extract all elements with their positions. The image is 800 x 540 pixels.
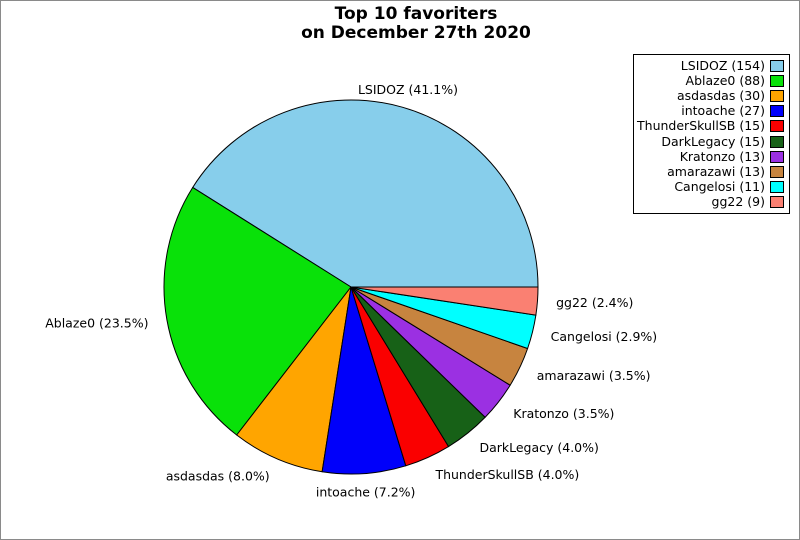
legend-item-Kratonzo: Kratonzo (13) (639, 148, 784, 164)
pie-slice-asdasdas (236, 286, 352, 473)
legend-label-LSIDOZ: LSIDOZ (154) (680, 58, 765, 73)
legend-label-DarkLegacy: DarkLegacy (15) (661, 133, 765, 149)
legend-item-ThunderSkullSB: ThunderSkullSB (15) (637, 118, 784, 134)
legend-swatch-intoache (770, 105, 784, 118)
legend-item-Ablaze0: Ablaze0 (88) (639, 74, 784, 88)
legend-swatch-gg22 (770, 195, 784, 208)
slice-label-amarazawi: amarazawi (3.5%) (537, 368, 651, 383)
legend-label-amarazawi: amarazawi (13) (667, 163, 765, 179)
legend-item-Cangelosi: Cangelosi (11) (639, 178, 784, 194)
chart-title-line1: Top 10 favoriters (334, 4, 498, 24)
legend-item-DarkLegacy: DarkLegacy (15) (639, 133, 784, 149)
chart-title-line2: on December 27th 2020 (301, 23, 531, 43)
legend-swatch-DarkLegacy (770, 135, 784, 148)
legend-label-Cangelosi: Cangelosi (11) (674, 178, 765, 194)
slice-label-Ablaze0: Ablaze0 (23.5%) (45, 316, 148, 331)
slice-label-gg22: gg22 (2.4%) (556, 295, 633, 310)
legend-label-Ablaze0: Ablaze0 (88) (685, 73, 765, 89)
legend-label-asdasdas: asdasdas (30) (676, 88, 765, 104)
legend-item-asdasdas: asdasdas (30) (639, 89, 784, 103)
legend-item-gg22: gg22 (9) (639, 193, 784, 209)
legend: LSIDOZ (154) Ablaze0 (88) asdasdas (30) int… (633, 54, 790, 214)
legend-label-ThunderSkullSB: ThunderSkullSB (15) (637, 118, 765, 134)
legend-label-gg22: gg22 (9) (711, 193, 765, 209)
slice-label-Cangelosi: Cangelosi (2.9%) (551, 329, 658, 344)
slice-label-intoache: intoache (7.2%) (316, 485, 416, 500)
chart-title: Top 10 favoriters on December 27th 2020 (31, 4, 799, 43)
slice-label-asdasdas: asdasdas (8.0%) (166, 468, 270, 483)
legend-item-amarazawi: amarazawi (13) (639, 163, 784, 179)
pie-slice-gg22 (350, 286, 539, 316)
legend-swatch-LSIDOZ (770, 60, 784, 72)
legend-item-LSIDOZ: LSIDOZ (154) (639, 59, 784, 73)
legend-item-intoache: intoache (27) (639, 104, 784, 118)
pie-slice-Ablaze0 (163, 186, 352, 436)
legend-label-intoache: intoache (27) (681, 103, 765, 119)
legend-swatch-amarazawi (770, 165, 784, 178)
slice-label-ThunderSkullSB: ThunderSkullSB (4.0%) (434, 467, 579, 482)
legend-swatch-Cangelosi (770, 180, 784, 193)
slice-label-LSIDOZ: LSIDOZ (41.1%) (358, 82, 458, 97)
legend-swatch-Kratonzo (770, 150, 784, 163)
legend-swatch-asdasdas (770, 90, 784, 103)
slice-label-Kratonzo: Kratonzo (3.5%) (513, 406, 614, 421)
pie-slice-LSIDOZ (192, 99, 539, 288)
legend-label-Kratonzo: Kratonzo (13) (679, 148, 765, 164)
legend-swatch-ThunderSkullSB (770, 120, 784, 133)
slice-label-DarkLegacy: DarkLegacy (4.0%) (479, 440, 598, 455)
legend-swatch-Ablaze0 (770, 75, 784, 88)
